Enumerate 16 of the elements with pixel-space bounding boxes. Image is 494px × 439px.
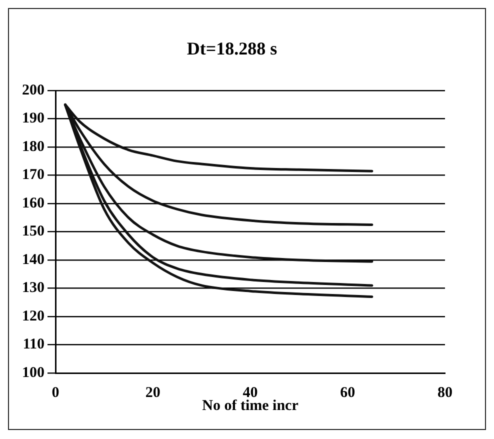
- x-tick-label: 80: [438, 384, 452, 401]
- y-tick-label: 130: [22, 280, 44, 296]
- y-tick-label: 100: [22, 364, 44, 381]
- x-tick-label: 60: [340, 384, 356, 401]
- y-tick-label: 140: [22, 252, 44, 268]
- y-tick-label: 150: [22, 224, 44, 240]
- y-tick-label: 160: [22, 195, 44, 212]
- chart-title: Dt=18.288 s: [186, 38, 278, 58]
- y-tick-label: 110: [22, 336, 44, 353]
- x-tick-label: 20: [145, 384, 160, 401]
- y-tick-label: 120: [22, 308, 44, 324]
- y-tick-label: 190: [22, 110, 44, 127]
- y-tick-label: 200: [22, 82, 44, 98]
- x-tick-label: 0: [52, 384, 60, 401]
- y-tick-label: 180: [22, 138, 44, 155]
- y-tick-label: 170: [22, 167, 44, 184]
